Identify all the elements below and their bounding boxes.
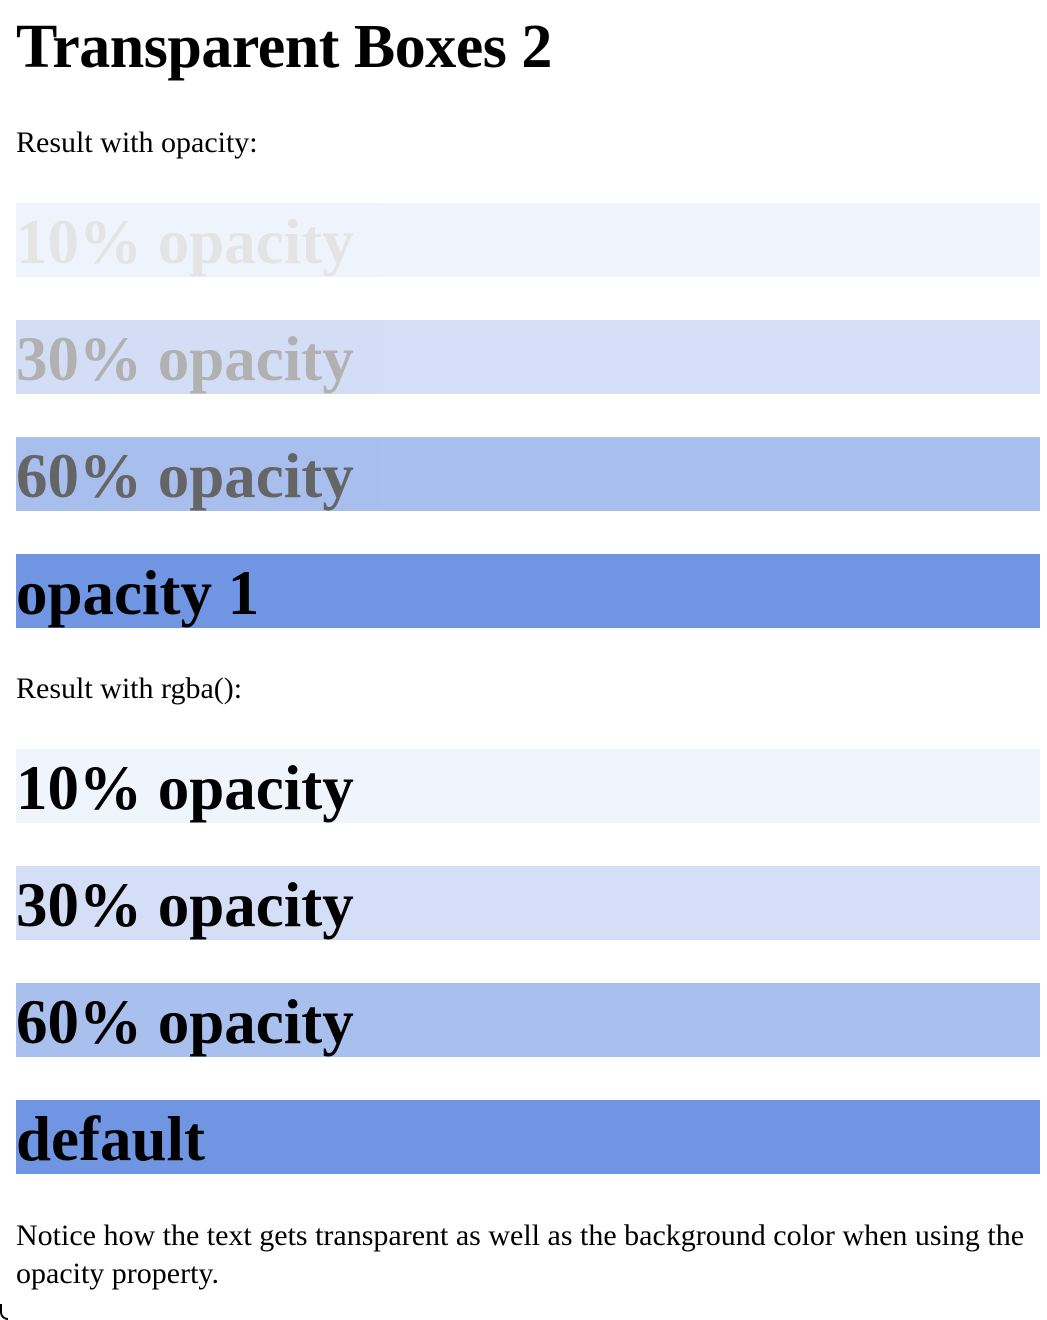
opacity-box-full: opacity 1 xyxy=(16,554,1040,628)
opacity-box-60: 60% opacity xyxy=(16,437,1040,511)
opacity-section-label: Result with opacity: xyxy=(16,126,258,159)
rgba-box-list: 10% opacity 30% opacity 60% opacity defa… xyxy=(16,749,1040,1174)
rgba-box-10: 10% opacity xyxy=(16,749,1040,823)
window-corner xyxy=(0,1304,8,1320)
rgba-box-30: 30% opacity xyxy=(16,866,1040,940)
opacity-box-text: 60% opacity xyxy=(16,441,354,511)
opacity-box-list: 10% opacity 30% opacity 60% opacity opac… xyxy=(16,203,1040,628)
rgba-box-text: 30% opacity xyxy=(16,870,354,940)
page-title: Transparent Boxes 2 xyxy=(16,13,552,81)
opacity-box-text: 30% opacity xyxy=(16,324,354,394)
rgba-box-text: 60% opacity xyxy=(16,987,354,1057)
rgba-section-label: Result with rgba(): xyxy=(16,672,243,705)
explanation-note: Notice how the text gets transparent as … xyxy=(16,1219,1025,1290)
opacity-box-30: 30% opacity xyxy=(16,320,1040,394)
rgba-box-default: default xyxy=(16,1100,1040,1174)
rgba-box-text: 10% opacity xyxy=(16,753,354,823)
page-content: Transparent Boxes 2 Result with opacity:… xyxy=(16,0,1040,1320)
rgba-box-text: default xyxy=(16,1104,205,1174)
opacity-box-text: opacity 1 xyxy=(16,558,260,628)
opacity-box-text: 10% opacity xyxy=(16,207,354,277)
rgba-box-60: 60% opacity xyxy=(16,983,1040,1057)
opacity-box-10: 10% opacity xyxy=(16,203,1040,277)
